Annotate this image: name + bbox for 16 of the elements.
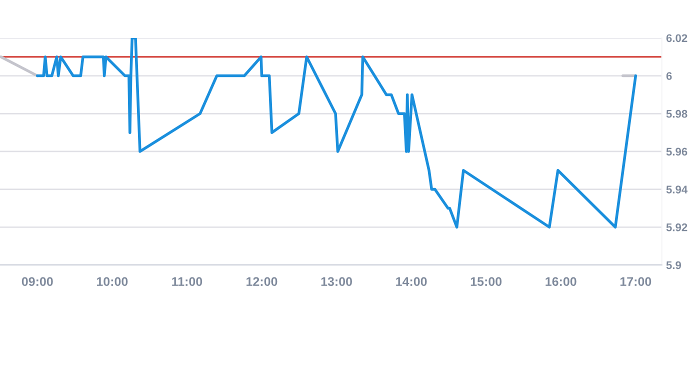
y-tick-label: 5.92 xyxy=(666,223,688,232)
y-tick-label: 5.98 xyxy=(666,110,688,118)
x-tick-label: 11:00 xyxy=(172,277,202,286)
y-tick-label: 6 xyxy=(666,72,672,80)
x-tick-label: 09:00 xyxy=(22,277,53,286)
x-tick-label: 10:00 xyxy=(96,277,128,286)
y-tick-label: 5.94 xyxy=(666,186,688,194)
x-tick-label: 14:00 xyxy=(396,277,427,286)
x-tick-label: 13:00 xyxy=(321,277,352,286)
x-tick-label: 15:00 xyxy=(470,277,502,286)
y-tick-label: 5.96 xyxy=(666,148,688,156)
x-tick-label: 12:00 xyxy=(246,277,278,286)
x-tick-label: 16:00 xyxy=(546,277,576,286)
y-tick-label: 5.9 xyxy=(666,261,682,270)
y-tick-label: 6.02 xyxy=(666,34,688,42)
x-tick-label: 17:00 xyxy=(620,277,652,286)
